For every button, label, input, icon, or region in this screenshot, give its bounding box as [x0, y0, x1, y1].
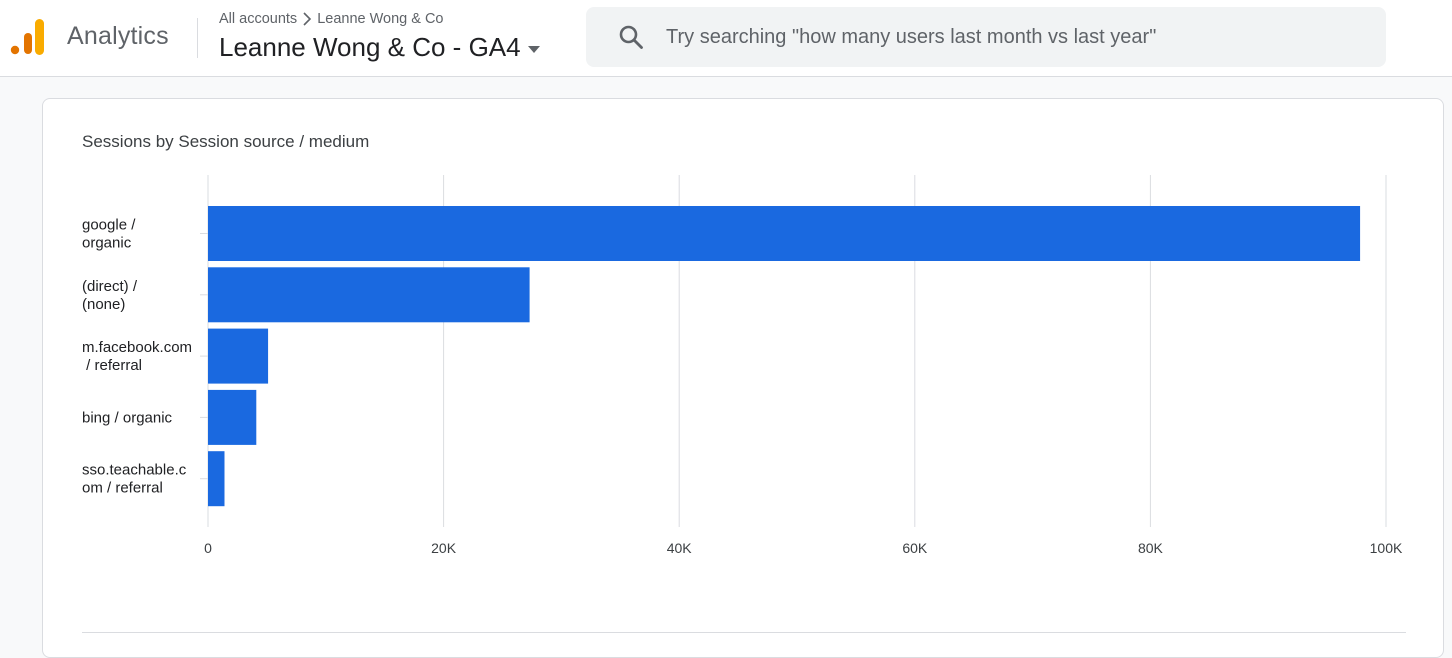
- top-app-bar: Analytics All accounts Leanne Wong & Co …: [0, 0, 1452, 77]
- bar[interactable]: [208, 328, 269, 384]
- sessions-chart-card: Sessions by Session source / medium 0 20K…: [42, 98, 1444, 658]
- category-label-line: / referral: [82, 357, 142, 374]
- category-label: bing / organic: [82, 409, 173, 426]
- category-label-line: sso.teachable.c: [82, 462, 187, 479]
- x-tick-label: 20K: [431, 540, 457, 556]
- header-divider: [197, 18, 198, 58]
- category-label-line: (direct) /: [82, 278, 138, 295]
- category-label: google / organic: [82, 217, 136, 252]
- sessions-bar-chart: 0 20K 40K 60K 80K 100K google / organic (direct)…: [82, 175, 1403, 556]
- chevron-right-icon: [303, 12, 312, 26]
- chart-title: Sessions by Session source / medium: [82, 132, 370, 151]
- caret-down-icon: [527, 45, 540, 53]
- category-label-line: organic: [82, 235, 132, 252]
- breadcrumb-all-accounts[interactable]: All accounts: [219, 11, 298, 27]
- app-name: Analytics: [67, 22, 169, 50]
- breadcrumb-account[interactable]: Leanne Wong & Co: [317, 11, 444, 27]
- property-name: Leanne Wong & Co - GA4: [219, 32, 521, 62]
- card-divider: [82, 632, 1406, 633]
- x-tick-label: 100K: [1370, 540, 1403, 556]
- category-label-line: (none): [82, 296, 125, 313]
- category-label: m.facebook.com / referral: [82, 339, 192, 374]
- search-bar[interactable]: [586, 7, 1386, 67]
- category-label-line: m.facebook.com: [82, 339, 192, 356]
- analytics-logo-icon[interactable]: [10, 18, 46, 56]
- x-tick-label: 0: [204, 540, 212, 556]
- property-selector[interactable]: Leanne Wong & Co - GA4: [219, 32, 541, 63]
- x-tick-label: 80K: [1138, 540, 1164, 556]
- category-label-line: bing / organic: [82, 409, 173, 426]
- category-label: sso.teachable.c om / referral: [82, 462, 187, 497]
- category-label-line: google /: [82, 217, 136, 234]
- x-tick-label: 40K: [667, 540, 693, 556]
- search-input[interactable]: [666, 17, 1366, 57]
- x-tick-label: 60K: [902, 540, 928, 556]
- bar[interactable]: [208, 451, 225, 507]
- category-label: (direct) / (none): [82, 278, 138, 313]
- bar[interactable]: [208, 389, 257, 445]
- search-icon: [619, 25, 643, 49]
- bar[interactable]: [208, 267, 530, 323]
- bar[interactable]: [208, 206, 1361, 261]
- category-label-line: om / referral: [82, 480, 163, 497]
- breadcrumb: All accounts Leanne Wong & Co: [219, 11, 443, 27]
